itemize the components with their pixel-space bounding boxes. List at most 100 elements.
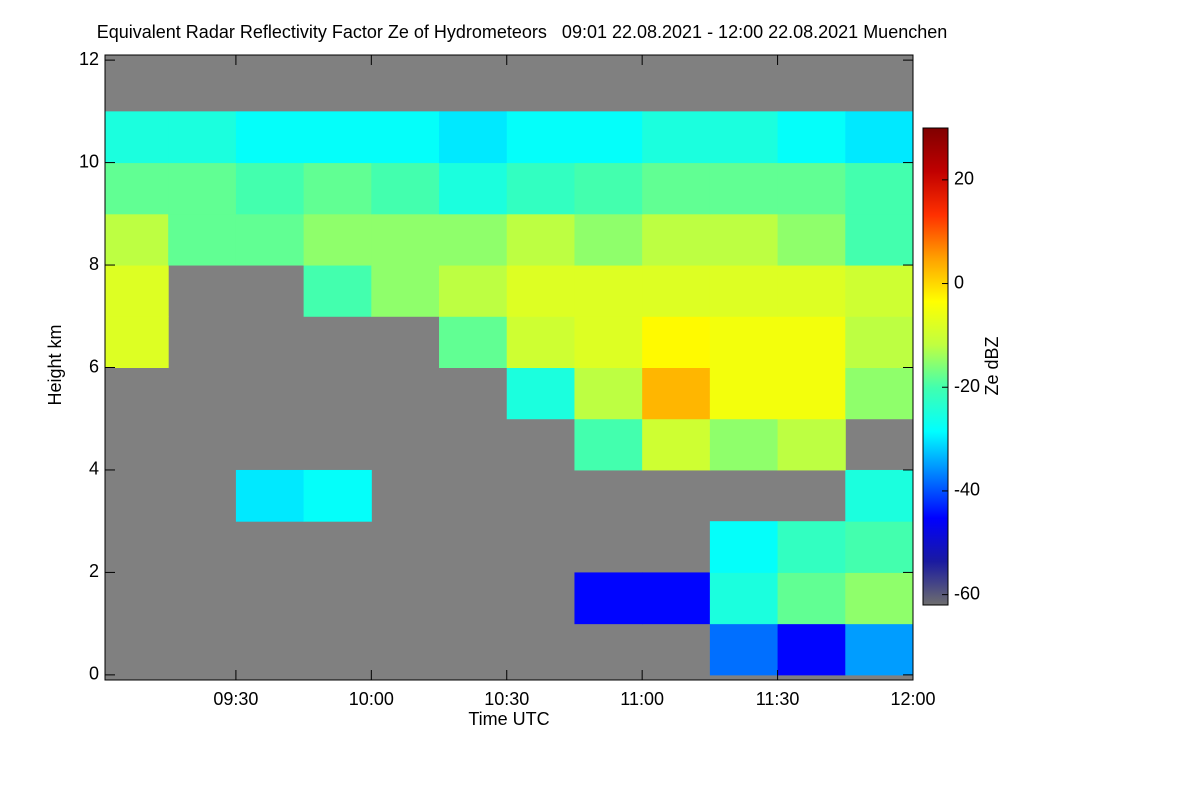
heatmap-cell xyxy=(845,111,913,164)
heatmap-cell xyxy=(303,265,372,317)
heatmap-cell xyxy=(642,265,711,317)
heatmap-cell xyxy=(168,111,237,164)
heatmap-cell xyxy=(845,213,913,266)
heatmap-cell xyxy=(303,469,372,522)
colorbar-tick-label: -40 xyxy=(954,480,980,500)
heatmap-cell xyxy=(371,111,440,164)
heatmap-cell xyxy=(777,418,846,471)
heatmap-cell xyxy=(574,265,643,317)
heatmap-cell xyxy=(709,162,779,215)
heatmap-cell xyxy=(642,367,711,420)
heatmap-cell xyxy=(777,162,846,215)
heatmap-cell xyxy=(642,316,711,368)
heatmap-cell xyxy=(235,111,305,164)
heatmap-cell xyxy=(709,572,779,625)
heatmap-cell xyxy=(574,418,643,471)
heatmap-cell xyxy=(506,162,575,215)
heatmap-cell xyxy=(777,623,846,676)
heatmap-cell xyxy=(235,213,305,266)
heatmap-cell xyxy=(709,623,779,676)
y-tick-label: 4 xyxy=(89,459,99,479)
heatmap-cell xyxy=(574,572,643,625)
y-tick-label: 8 xyxy=(89,254,99,274)
heatmap-cell xyxy=(105,213,169,266)
y-tick-label: 10 xyxy=(79,151,99,171)
heatmap-cell xyxy=(105,265,169,317)
heatmap-cell xyxy=(845,572,913,625)
y-tick-label: 0 xyxy=(89,664,99,684)
heatmap-cell xyxy=(105,316,169,368)
heatmap-cell xyxy=(642,572,711,625)
heatmap-cell xyxy=(642,418,711,471)
heatmap-cell xyxy=(845,265,913,317)
heatmap-cell xyxy=(105,111,169,164)
y-tick-label: 2 xyxy=(89,561,99,581)
x-tick-label: 11:00 xyxy=(620,689,664,709)
x-axis-label: Time UTC xyxy=(468,709,549,729)
y-tick-label: 6 xyxy=(89,356,99,376)
heatmap-cell xyxy=(371,162,440,215)
heatmap-cell xyxy=(574,367,643,420)
colorbar-tick-label: -60 xyxy=(954,583,980,603)
heatmap-cell xyxy=(845,162,913,215)
x-tick-label: 10:30 xyxy=(484,689,529,709)
heatmap-cell xyxy=(303,111,372,164)
heatmap-cell xyxy=(439,111,508,164)
heatmap-cell xyxy=(506,265,575,317)
colorbar-tick-label: 0 xyxy=(954,272,964,292)
heatmap-cell xyxy=(506,111,575,164)
heatmap-cell xyxy=(371,213,440,266)
heatmap-cell xyxy=(777,265,846,317)
heatmap-cell xyxy=(845,469,913,522)
heatmap-cell xyxy=(777,111,846,164)
heatmap-cell xyxy=(709,265,779,317)
chart-title: Equivalent Radar Reflectivity Factor Ze … xyxy=(97,22,948,42)
colorbar-tick-label: 20 xyxy=(954,169,974,189)
colorbar-tick-label: -20 xyxy=(954,376,980,396)
heatmap-cell xyxy=(777,367,846,420)
colorbar xyxy=(922,127,949,606)
y-tick-label: 12 xyxy=(79,49,99,69)
x-tick-label: 12:00 xyxy=(890,689,935,709)
heatmap-cell xyxy=(574,162,643,215)
heatmap-cell xyxy=(845,623,913,676)
heatmap-cell xyxy=(506,213,575,266)
heatmap-cell xyxy=(439,316,508,368)
heatmap-cell xyxy=(506,367,575,420)
heatmap-cell xyxy=(574,316,643,368)
colorbar-label: Ze dBZ xyxy=(982,336,1002,395)
heatmap-cell xyxy=(439,265,508,317)
heatmap-cell xyxy=(709,111,779,164)
y-axis-label: Height km xyxy=(45,324,65,405)
heatmap-cell xyxy=(845,367,913,420)
x-tick-label: 11:30 xyxy=(756,689,800,709)
heatmap-cell xyxy=(709,316,779,368)
heatmap-cell xyxy=(709,213,779,266)
heatmap-cell xyxy=(777,572,846,625)
heatmap-cell xyxy=(235,162,305,215)
heatmap-cell xyxy=(168,162,237,215)
heatmap-cell xyxy=(439,213,508,266)
heatmap-cell xyxy=(303,213,372,266)
x-tick-label: 09:30 xyxy=(213,689,258,709)
heatmap-cell xyxy=(642,111,711,164)
heatmap-cell xyxy=(709,367,779,420)
heatmap-cell xyxy=(777,213,846,266)
heatmap-cell xyxy=(845,316,913,368)
heatmap-cell xyxy=(105,162,169,215)
heatmap xyxy=(105,111,913,676)
heatmap-cell xyxy=(235,469,305,522)
heatmap-cell xyxy=(303,162,372,215)
heatmap-cell xyxy=(506,316,575,368)
heatmap-cell xyxy=(642,162,711,215)
heatmap-cell xyxy=(845,521,913,573)
heatmap-cell xyxy=(574,213,643,266)
x-tick-label: 10:00 xyxy=(349,689,394,709)
heatmap-cell xyxy=(574,111,643,164)
heatmap-cell xyxy=(709,521,779,573)
heatmap-cell xyxy=(642,213,711,266)
heatmap-cell xyxy=(439,162,508,215)
heatmap-cell xyxy=(709,418,779,471)
